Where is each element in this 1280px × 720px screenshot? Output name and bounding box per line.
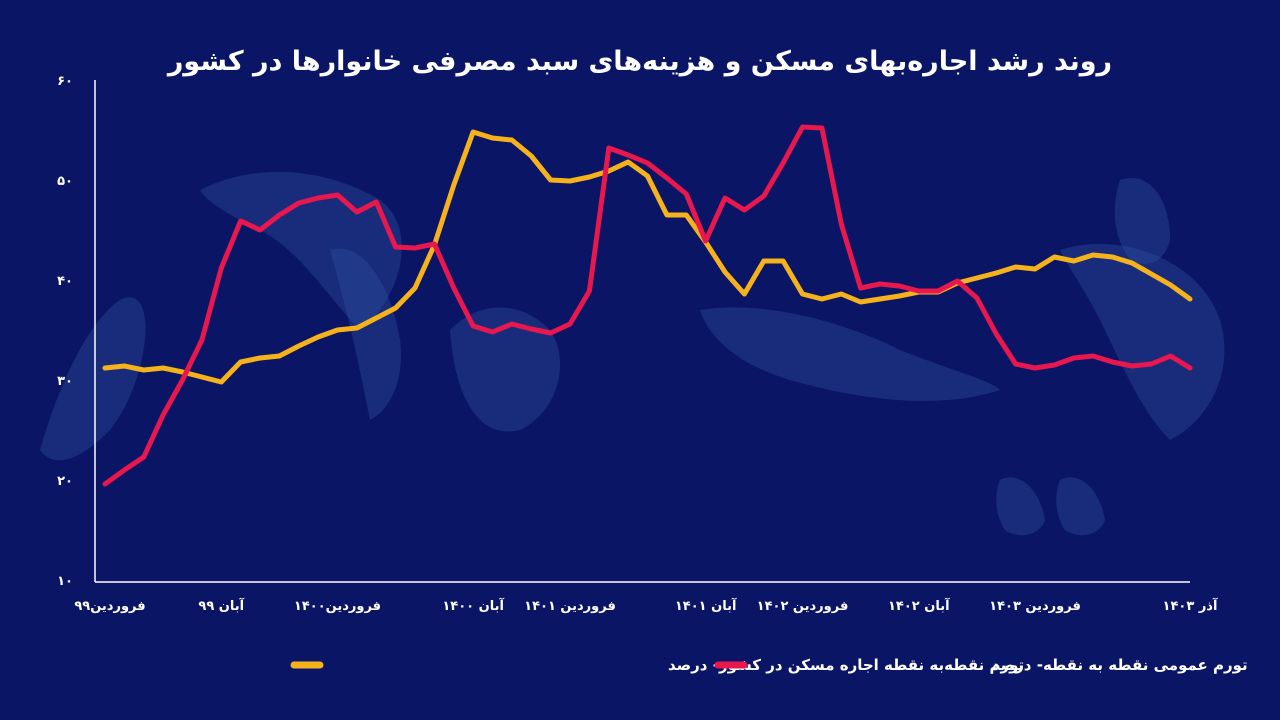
y-tick-label: ۶۰ bbox=[57, 74, 73, 89]
y-tick-label: ۵۰ bbox=[57, 174, 73, 189]
x-tick-label: فروردین۹۹ bbox=[74, 599, 145, 614]
legend-label-inflation: تورم عمومی نقطه به نقطه- درصد bbox=[992, 656, 1248, 674]
x-tick-label: فروردین۱۴۰۰ bbox=[294, 599, 381, 614]
x-tick-label: فروردین ۱۴۰۳ bbox=[989, 599, 1081, 614]
series-line-rent bbox=[102, 129, 1193, 385]
series-line-inflation bbox=[102, 124, 1193, 487]
publisher-watermark bbox=[40, 171, 1225, 536]
chart-title: روند رشد اجاره‌بهای مسکن و هزینه‌های سبد… bbox=[166, 46, 1112, 77]
legend-label-rent: تورم نقطه‌به نقطه اجاره مسکن در کشور- در… bbox=[668, 656, 1024, 674]
x-tick-label: آبان ۱۴۰۰ bbox=[442, 597, 504, 614]
y-tick-label: ۲۰ bbox=[57, 474, 73, 489]
y-tick-label: ۴۰ bbox=[57, 274, 73, 289]
axes: ۱۰ ۲۰ ۳۰ ۴۰ ۵۰ ۶۰ فروردین۹۹ آبان ۹۹ فروردین۱۴۰۰ آ… bbox=[57, 74, 1218, 614]
legend: تورم نقطه‌به نقطه اجاره مسکن در کشور- در… bbox=[290, 656, 1248, 674]
x-tick-label: آذر ۱۴۰۳ bbox=[1163, 597, 1218, 614]
legend-item-inflation[interactable]: تورم عمومی نقطه به نقطه- درصد bbox=[714, 656, 1248, 674]
legend-item-rent[interactable]: تورم نقطه‌به نقطه اجاره مسکن در کشور- در… bbox=[290, 656, 1024, 674]
x-tick-label: فروردین ۱۴۰۲ bbox=[757, 599, 849, 614]
y-tick-label: ۱۰ bbox=[57, 574, 73, 589]
x-tick-label: آبان ۹۹ bbox=[198, 597, 244, 614]
x-tick-label: آبان ۱۴۰۲ bbox=[888, 597, 950, 614]
x-tick-label: فروردین ۱۴۰۱ bbox=[524, 599, 616, 614]
x-tick-label: آبان ۱۴۰۱ bbox=[675, 597, 737, 614]
y-tick-label: ۳۰ bbox=[57, 374, 73, 389]
series-layer bbox=[102, 124, 1193, 487]
